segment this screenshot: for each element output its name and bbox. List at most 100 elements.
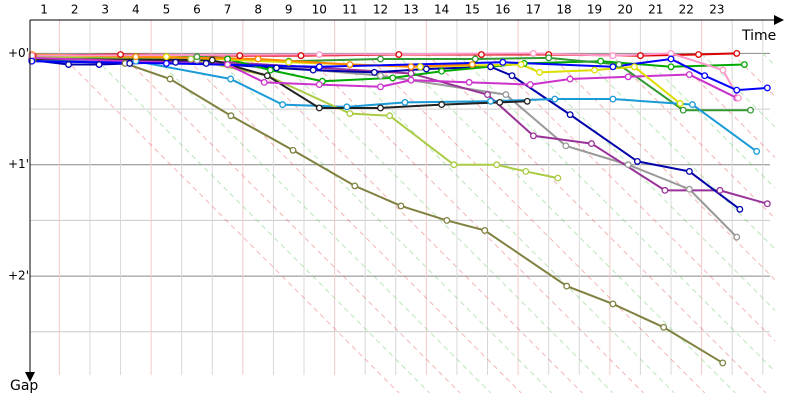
data-point: [522, 167, 530, 175]
data-point: [508, 72, 516, 80]
x-tick-label: 11: [342, 3, 357, 17]
lap-diagonal: [701, 53, 775, 128]
data-point: [465, 78, 473, 86]
data-point: [609, 95, 617, 103]
x-tick-label: 12: [373, 3, 388, 17]
data-point: [236, 52, 244, 60]
data-point: [162, 53, 170, 61]
lap-diagonal: [334, 53, 675, 393]
lap-diagonal: [517, 53, 775, 312]
data-point: [624, 161, 632, 169]
data-point: [401, 98, 409, 106]
lap-diagonal: [59, 53, 400, 393]
data-point: [351, 182, 359, 190]
x-tick-label: 3: [101, 3, 109, 17]
data-point: [636, 52, 644, 60]
x-axis-title: Time: [741, 28, 776, 44]
data-point: [667, 55, 675, 63]
data-point: [202, 59, 210, 67]
x-tick-label: 16: [495, 3, 510, 17]
lap-diagonal: [426, 53, 767, 393]
data-point: [422, 65, 430, 73]
x-tick-label: 22: [679, 3, 694, 17]
data-point: [172, 58, 180, 66]
y-tick-label: +1': [8, 157, 29, 171]
data-point: [661, 186, 669, 194]
data-point: [734, 94, 742, 102]
x-tick-label: 13: [403, 3, 418, 17]
data-point: [187, 55, 195, 63]
data-point: [753, 147, 761, 155]
data-point: [416, 63, 424, 71]
data-point: [484, 91, 491, 99]
data-point: [719, 66, 727, 74]
data-point: [526, 81, 534, 89]
plot-background: [30, 20, 770, 375]
y-axis-arrow: [25, 372, 35, 382]
x-tick-label: 9: [285, 3, 293, 17]
data-point: [297, 52, 305, 60]
data-point: [273, 64, 280, 72]
data-point: [609, 52, 617, 60]
x-tick-label: 23: [709, 3, 724, 17]
data-point: [279, 101, 287, 109]
data-point: [701, 72, 709, 80]
data-point: [551, 95, 559, 103]
data-point: [315, 51, 323, 58]
y-tick-label: +0': [8, 46, 29, 60]
x-axis-arrow: [774, 15, 784, 25]
data-point: [193, 53, 201, 61]
x-tick-label: 6: [193, 3, 201, 17]
x-tick-label: 4: [132, 3, 140, 17]
data-point: [346, 110, 354, 117]
data-point: [315, 81, 323, 89]
lap-diagonal: [181, 53, 522, 393]
plot-marks: [28, 49, 771, 367]
data-point: [438, 101, 446, 109]
data-point: [487, 63, 495, 71]
data-point: [370, 68, 378, 76]
series-line: [33, 59, 724, 364]
data-point: [733, 233, 741, 241]
lap-diagonal: [487, 53, 775, 342]
data-point: [679, 106, 687, 114]
data-point: [502, 91, 510, 99]
x-tick-label: 10: [312, 3, 327, 17]
data-point: [719, 359, 727, 367]
data-point: [162, 59, 170, 67]
lap-diagonal: [609, 53, 775, 220]
x-tick-label: 7: [224, 3, 232, 17]
data-point: [763, 200, 771, 208]
data-point: [117, 51, 124, 58]
data-point: [591, 66, 599, 74]
series-line: [31, 59, 741, 211]
data-point: [747, 106, 754, 114]
data-point: [716, 186, 724, 194]
data-point: [633, 157, 641, 165]
lap-diagonal: [640, 53, 775, 189]
lap-diagonal: [303, 53, 644, 393]
data-point: [481, 226, 489, 234]
data-point: [597, 57, 605, 65]
data-point: [624, 73, 632, 81]
data-point: [227, 112, 235, 120]
data-point: [377, 83, 384, 91]
data-point: [733, 86, 741, 94]
x-tick-label: 5: [163, 3, 171, 17]
data-point: [65, 61, 72, 68]
x-tick-label: 19: [587, 3, 602, 17]
x-tick-label: 14: [434, 3, 449, 17]
data-point: [630, 63, 638, 71]
data-point: [545, 54, 553, 62]
data-point: [667, 49, 675, 57]
data-point: [438, 67, 446, 75]
data-point: [450, 161, 458, 169]
lap-diagonal: [150, 53, 492, 393]
data-point: [615, 61, 623, 68]
x-tick-label: 18: [556, 3, 571, 17]
data-point: [208, 56, 216, 64]
lap-diagonal: [211, 53, 553, 393]
lap-diagonal: [364, 53, 706, 393]
data-point: [254, 55, 262, 63]
data-point: [554, 174, 562, 182]
